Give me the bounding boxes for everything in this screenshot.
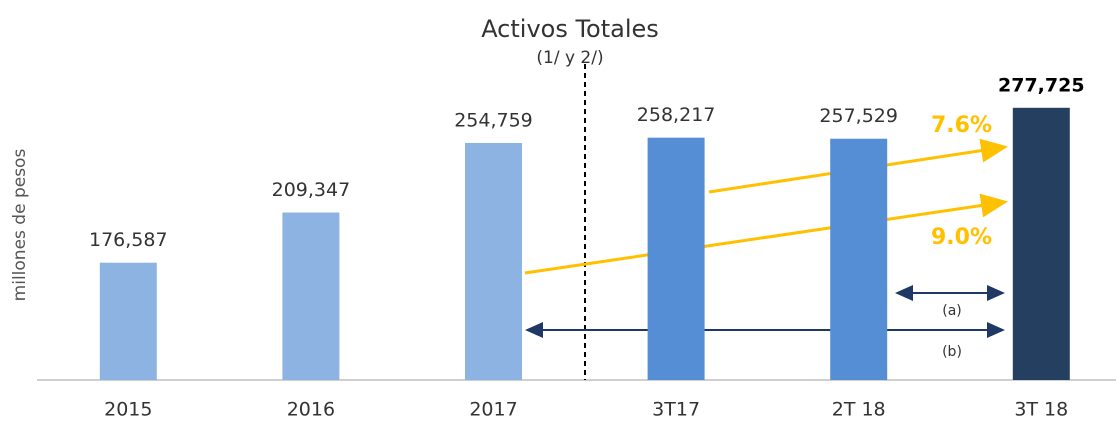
- x-tick-label: 2T 18: [832, 399, 886, 421]
- bar: [99, 262, 157, 380]
- x-tick-label: 2015: [104, 399, 152, 421]
- y-axis-label: millones de pesos: [10, 149, 30, 302]
- chart-title: Activos Totales: [481, 15, 659, 43]
- annotation: 7.6%: [931, 113, 992, 138]
- chart-subtitle: (1/ y 2/): [536, 48, 603, 68]
- annotation: (a): [942, 303, 962, 319]
- x-tick-label: 3T 18: [1014, 399, 1068, 421]
- value-label: 258,217: [637, 104, 716, 126]
- value-label: 209,347: [272, 179, 351, 201]
- x-tick-label: 3T17: [652, 399, 700, 421]
- bar: [1012, 107, 1070, 380]
- value-label: 176,587: [89, 229, 168, 251]
- x-tick-label: 2016: [287, 399, 335, 421]
- bar: [647, 137, 705, 380]
- annotation: 9.0%: [931, 225, 992, 250]
- value-label: 257,529: [819, 105, 898, 127]
- bar: [465, 142, 522, 380]
- bar: [830, 138, 888, 380]
- bar: [282, 212, 340, 380]
- value-label: 254,759: [454, 109, 533, 131]
- annotation: (b): [942, 344, 962, 360]
- growth-arrow: [524, 193, 1008, 275]
- value-label: 277,725: [998, 74, 1085, 96]
- x-tick-label: 2017: [469, 399, 517, 421]
